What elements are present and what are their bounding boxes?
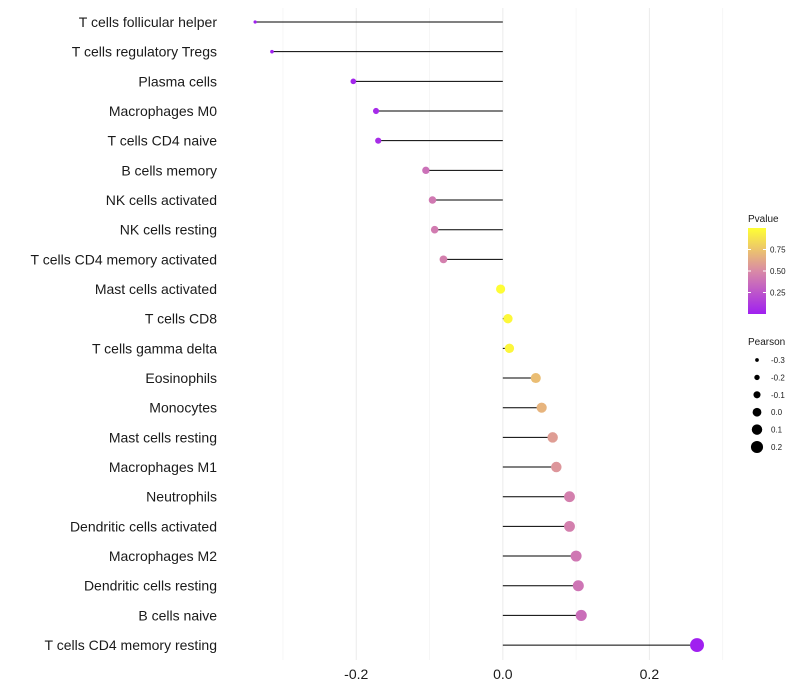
- row-label: Eosinophils: [145, 370, 217, 386]
- legend-size-dot: [753, 391, 761, 399]
- row-label: T cells CD4 memory activated: [31, 251, 217, 267]
- data-point: [439, 255, 448, 264]
- data-point: [270, 49, 274, 54]
- data-point: [422, 166, 430, 175]
- legend-size-dot: [752, 407, 762, 417]
- data-point: [504, 343, 515, 354]
- legend-pvalue-label: 0.50: [770, 267, 786, 276]
- data-point: [350, 78, 357, 85]
- data-point: [564, 520, 575, 532]
- row-label: Monocytes: [149, 400, 217, 416]
- legend-size-dot: [750, 440, 764, 454]
- data-point: [690, 638, 704, 653]
- data-point: [372, 107, 380, 115]
- row-label: T cells CD4 memory resting: [45, 637, 217, 653]
- data-point: [375, 137, 382, 144]
- legend-pvalue-label: 0.75: [770, 246, 786, 255]
- data-point: [564, 491, 575, 503]
- points: [253, 20, 704, 653]
- data-point: [496, 284, 506, 294]
- row-label: T cells CD4 naive: [108, 133, 218, 149]
- row-label: Dendritic cells resting: [84, 578, 217, 594]
- row-label: B cells naive: [138, 607, 217, 623]
- row-labels: T cells follicular helper T cells regulat…: [31, 14, 218, 653]
- data-point: [428, 196, 437, 204]
- row-label: NK cells resting: [120, 222, 217, 238]
- row-label: Dendritic cells activated: [70, 518, 217, 534]
- row-label: NK cells activated: [106, 192, 217, 208]
- legend-pearson-label: 0.2: [771, 443, 783, 452]
- legend-colorbar: [748, 228, 766, 314]
- legend-pvalue-label: 0.25: [770, 289, 786, 298]
- x-axis-ticks: -0.2 0.0 0.2: [344, 666, 659, 682]
- data-point: [503, 314, 513, 324]
- legend-pearson-title: Pearson: [748, 337, 785, 348]
- x-tick-label: -0.2: [344, 666, 368, 682]
- data-point: [253, 20, 257, 24]
- row-label: T cells follicular helper: [79, 14, 218, 30]
- legend-size-dot: [755, 358, 759, 362]
- legend-size-dot: [751, 424, 763, 435]
- row-label: T cells gamma delta: [92, 340, 217, 356]
- row-label: T cells CD8: [145, 311, 217, 327]
- x-tick-label: 0.0: [493, 666, 513, 682]
- row-label: Mast cells activated: [95, 281, 217, 297]
- stems: [255, 21, 698, 646]
- data-point: [572, 580, 584, 592]
- row-label: Neutrophils: [146, 489, 217, 505]
- data-point: [551, 461, 562, 473]
- legend-pearson-label: 0.0: [771, 408, 783, 417]
- row-label: Mast cells resting: [109, 429, 217, 445]
- legend-pearson-label: -0.3: [771, 356, 785, 365]
- data-point: [536, 402, 547, 413]
- data-point: [575, 609, 587, 621]
- row-label: Macrophages M0: [109, 103, 217, 119]
- row-label: Macrophages M2: [109, 548, 217, 564]
- grid-lines: [282, 8, 724, 660]
- data-point: [430, 225, 439, 234]
- legend-size-dot: [754, 374, 760, 381]
- legend-pearson-label: 0.1: [771, 426, 783, 435]
- row-label: Macrophages M1: [109, 459, 217, 475]
- row-label: B cells memory: [121, 162, 217, 178]
- data-point: [530, 373, 541, 384]
- legend-pvalue-title: Pvalue: [748, 214, 779, 225]
- data-point: [547, 432, 558, 443]
- legend-pearson-label: -0.1: [771, 391, 785, 400]
- legend-pearson-label: -0.2: [771, 373, 785, 382]
- legends: Pvalue 0.75 0.50 0.25 Pearson -0.3 -0.2 -0.1 0.0…: [748, 214, 786, 454]
- x-tick-label: 0.2: [640, 666, 660, 682]
- data-point: [570, 550, 582, 562]
- row-label: Plasma cells: [138, 73, 217, 89]
- row-label: T cells regulatory Tregs: [72, 44, 217, 60]
